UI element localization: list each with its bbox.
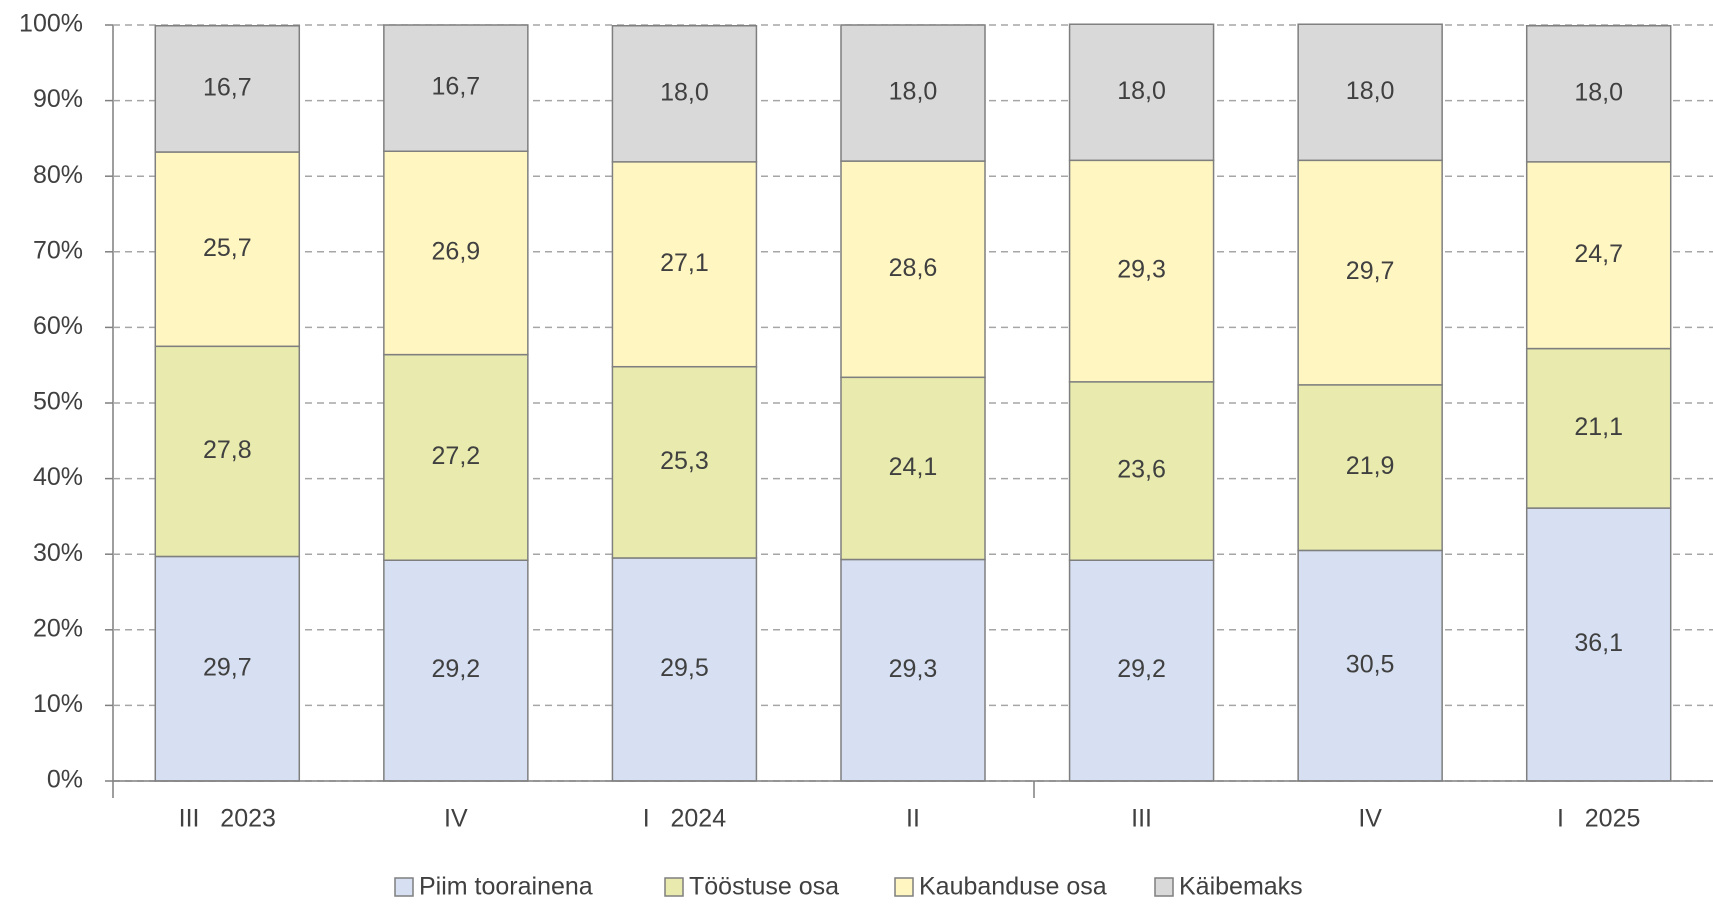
data-label: 18,0	[889, 78, 938, 106]
bar-segment	[154, 25, 301, 153]
x-tick-label: I 2024	[643, 805, 726, 833]
data-label: 29,3	[889, 655, 938, 683]
bar-segment	[383, 559, 529, 782]
data-label: 16,7	[203, 73, 252, 101]
y-tick-label: 0%	[47, 766, 83, 794]
data-label: 25,7	[203, 234, 252, 262]
data-label: 21,1	[1574, 413, 1623, 441]
data-label: 30,5	[1346, 650, 1395, 678]
x-tick-label: III 2023	[179, 805, 276, 833]
y-tick-label: 70%	[33, 236, 83, 264]
bar-segment	[1297, 384, 1443, 552]
data-label: 21,9	[1346, 452, 1395, 480]
x-tick-label: I 2025	[1557, 805, 1640, 833]
bar-segment	[154, 151, 301, 348]
bar-segment	[840, 160, 986, 379]
bar-segment	[383, 24, 529, 153]
bar-segment	[840, 376, 986, 561]
legend-label: Kaubanduse osa	[919, 873, 1107, 901]
data-label: 18,0	[1346, 77, 1395, 105]
data-label: 29,2	[1117, 655, 1166, 683]
y-tick-label: 30%	[33, 539, 83, 567]
x-tick-label: II	[906, 805, 920, 833]
bar-segment	[1068, 159, 1215, 383]
data-label: 29,7	[203, 653, 252, 681]
data-label: 27,8	[203, 436, 252, 464]
x-tick-label: IV	[1358, 805, 1382, 833]
data-label: 27,2	[432, 442, 481, 470]
data-label: 29,3	[1117, 256, 1166, 284]
bar-segment	[1525, 507, 1672, 782]
legend-label: Tööstuse osa	[689, 873, 839, 901]
bar-segment	[611, 161, 758, 368]
y-tick-label: 80%	[33, 161, 83, 189]
y-tick-label: 10%	[33, 690, 83, 718]
bar-segment	[1297, 549, 1443, 782]
data-label: 18,0	[1574, 78, 1623, 106]
bar-segment	[840, 24, 986, 162]
bar-segment	[1068, 381, 1215, 561]
bar-segment	[383, 353, 529, 561]
data-label: 26,9	[432, 238, 481, 266]
x-tick-label: IV	[444, 805, 468, 833]
legend-label: Piim toorainena	[419, 873, 593, 901]
y-tick-label: 50%	[33, 388, 83, 416]
data-label: 29,7	[1346, 257, 1395, 285]
y-tick-label: 20%	[33, 614, 83, 642]
bar-segment	[154, 345, 301, 558]
bar-segment	[1525, 25, 1672, 163]
legend-swatch	[1154, 877, 1174, 897]
data-label: 36,1	[1574, 629, 1623, 657]
y-tick-label: 60%	[33, 312, 83, 340]
x-tick-label: III	[1131, 805, 1152, 833]
y-tick-label: 40%	[33, 463, 83, 491]
bar-segment	[611, 557, 758, 782]
data-label: 24,7	[1574, 240, 1623, 268]
y-tick-label: 90%	[33, 85, 83, 113]
legend-swatch	[394, 877, 414, 897]
data-label: 29,5	[660, 654, 709, 682]
legend-swatch	[664, 877, 684, 897]
bar-segment	[1068, 559, 1215, 782]
data-label: 27,1	[660, 249, 709, 277]
bar-segment	[840, 558, 986, 782]
data-label: 23,6	[1117, 456, 1166, 484]
y-tick-label: 100%	[19, 10, 83, 38]
bar-segment	[611, 25, 758, 163]
data-label: 24,1	[889, 453, 938, 481]
bar-segment	[1068, 23, 1215, 162]
data-label: 18,0	[660, 78, 709, 106]
legend-swatch	[894, 877, 914, 897]
data-label: 16,7	[432, 73, 481, 101]
bar-segment	[1525, 161, 1672, 350]
data-label: 29,2	[432, 655, 481, 683]
data-label: 25,3	[660, 447, 709, 475]
data-label: 28,6	[889, 254, 938, 282]
bar-segment	[383, 150, 529, 356]
legend-label: Käibemaks	[1179, 873, 1303, 901]
data-label: 18,0	[1117, 77, 1166, 105]
bar-segment	[1297, 23, 1443, 162]
bar-segment	[611, 365, 758, 559]
